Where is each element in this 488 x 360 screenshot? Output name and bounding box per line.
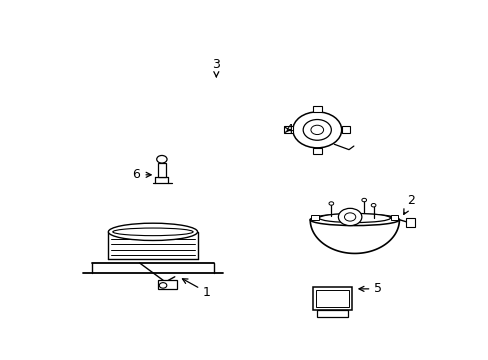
Polygon shape — [284, 126, 292, 133]
Text: 6: 6 — [132, 168, 151, 181]
Bar — [316, 290, 348, 307]
Ellipse shape — [319, 213, 390, 222]
Bar — [350, 212, 358, 217]
Circle shape — [156, 156, 167, 163]
Ellipse shape — [113, 228, 193, 236]
Polygon shape — [341, 126, 349, 133]
Bar — [157, 163, 166, 176]
Text: 5: 5 — [358, 282, 382, 295]
Bar — [158, 280, 177, 289]
Circle shape — [361, 198, 366, 202]
Text: 2: 2 — [403, 194, 414, 214]
Circle shape — [338, 208, 361, 226]
Text: 4: 4 — [285, 123, 292, 136]
Text: 3: 3 — [212, 58, 220, 77]
Circle shape — [344, 213, 355, 221]
Circle shape — [310, 125, 323, 135]
Circle shape — [303, 120, 331, 140]
Polygon shape — [312, 148, 321, 154]
Bar — [390, 215, 398, 220]
Circle shape — [159, 283, 166, 288]
Circle shape — [328, 202, 333, 205]
Circle shape — [292, 112, 341, 148]
Bar — [312, 287, 352, 310]
Bar — [406, 218, 414, 227]
Ellipse shape — [309, 214, 399, 226]
Ellipse shape — [108, 223, 197, 240]
Polygon shape — [312, 106, 321, 112]
Circle shape — [370, 203, 375, 207]
Bar — [317, 310, 347, 317]
Bar — [311, 215, 318, 220]
Text: 1: 1 — [182, 279, 210, 299]
